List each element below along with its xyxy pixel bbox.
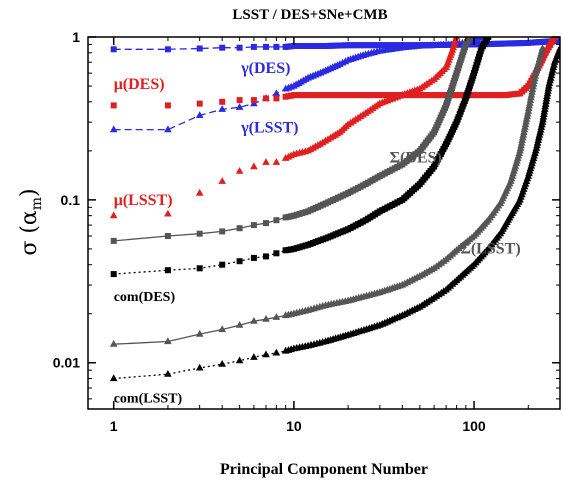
point-des bbox=[250, 222, 257, 229]
x-tick-label: 1 bbox=[110, 418, 118, 434]
point-comdes bbox=[263, 253, 269, 260]
x-axis-label: Principal Component Number bbox=[220, 461, 428, 478]
point-des bbox=[273, 217, 280, 224]
point-des bbox=[263, 43, 269, 50]
point-des bbox=[263, 95, 269, 102]
point-lsst bbox=[195, 188, 204, 196]
series-labels: γ(DES) μ(DES) γ(LSST) Σ(DES) μ(LSST) com(DES)… bbox=[114, 60, 521, 406]
point-des bbox=[273, 95, 280, 102]
point-des bbox=[236, 44, 243, 51]
point-lsst bbox=[235, 167, 244, 174]
point-comlsst bbox=[109, 374, 118, 382]
point-des bbox=[551, 37, 558, 40]
point-des bbox=[250, 97, 257, 104]
point-lsst bbox=[164, 125, 172, 133]
point-lsst bbox=[195, 111, 204, 118]
point-des bbox=[236, 97, 243, 104]
series-label-comdes: com(DES) bbox=[114, 290, 176, 305]
point-lsst bbox=[262, 158, 270, 165]
point-lsst bbox=[109, 125, 118, 133]
point-comlsst bbox=[262, 350, 270, 358]
plot-frame bbox=[87, 36, 561, 410]
point-lsst bbox=[218, 177, 226, 184]
point-des bbox=[110, 102, 117, 109]
point-lsst bbox=[164, 337, 172, 345]
point-lsst bbox=[272, 313, 281, 320]
series-label-comlsst: com(LSST) bbox=[114, 392, 183, 407]
point-comdes bbox=[250, 254, 257, 261]
point-des bbox=[196, 230, 203, 237]
y-tick-label: 0.01 bbox=[53, 355, 80, 371]
point-comlsst bbox=[250, 353, 258, 360]
point-lsst bbox=[250, 162, 258, 170]
point-comdes bbox=[196, 265, 203, 272]
point-lsst bbox=[109, 340, 118, 347]
x-tick-label: 100 bbox=[462, 418, 486, 434]
axis-ticks: 1 10 100 0.01 0.1 1 bbox=[53, 29, 561, 434]
series-label-des: Σ(DES) bbox=[390, 149, 442, 166]
point-lsst bbox=[164, 209, 172, 217]
series-label-lsst: γ(LSST) bbox=[240, 119, 298, 136]
point-lsst bbox=[218, 105, 226, 112]
point-comlsst bbox=[235, 356, 244, 364]
y-tick-label: 1 bbox=[72, 29, 80, 45]
point-des bbox=[219, 44, 226, 51]
point-lsst bbox=[250, 317, 258, 324]
point-comdes bbox=[110, 271, 117, 278]
chart-title: LSST / DES+SNe+CMB bbox=[232, 7, 387, 23]
point-des bbox=[196, 100, 203, 107]
point-lsst bbox=[235, 321, 244, 328]
point-des bbox=[467, 37, 473, 40]
point-lsst bbox=[272, 158, 281, 165]
series-label-des: γ(DES) bbox=[240, 60, 290, 77]
point-des bbox=[110, 46, 117, 53]
point-des bbox=[164, 102, 171, 109]
y-axis-label: σ (αm) bbox=[17, 188, 45, 255]
point-lsst bbox=[262, 315, 270, 322]
point-des bbox=[219, 228, 226, 235]
y-axis-label-sub: m bbox=[29, 197, 45, 210]
series-label-lsst: Σ(LSST) bbox=[460, 240, 520, 257]
point-des bbox=[164, 233, 171, 239]
point-des bbox=[196, 45, 203, 52]
point-comlsst bbox=[195, 363, 204, 371]
point-des bbox=[250, 43, 257, 50]
series-group bbox=[109, 37, 560, 382]
point-lsst bbox=[538, 44, 547, 52]
plot-area bbox=[109, 37, 560, 382]
y-tick-label: 0.1 bbox=[61, 192, 81, 208]
point-comdes bbox=[164, 267, 171, 274]
point-des bbox=[110, 237, 117, 244]
point-lsst bbox=[195, 329, 204, 337]
point-des bbox=[263, 220, 269, 227]
y-axis-label-close: ) bbox=[17, 188, 42, 197]
point-lsst bbox=[272, 89, 281, 97]
point-des bbox=[236, 225, 243, 232]
point-lsst bbox=[235, 103, 244, 110]
point-comlsst bbox=[218, 360, 226, 367]
point-lsst bbox=[109, 211, 118, 219]
point-comlsst bbox=[556, 44, 560, 52]
series-label-lsst: μ(LSST) bbox=[114, 192, 173, 209]
point-comlsst bbox=[164, 370, 172, 377]
point-comdes bbox=[485, 37, 492, 40]
point-comlsst bbox=[272, 348, 281, 356]
y-axis-label-main: σ (α bbox=[17, 210, 42, 256]
series-line-des bbox=[113, 37, 471, 242]
series-label-des: μ(DES) bbox=[114, 76, 165, 93]
point-lsst bbox=[218, 325, 226, 333]
point-comdes bbox=[236, 258, 243, 265]
point-comdes bbox=[219, 261, 226, 268]
point-comdes bbox=[273, 250, 280, 257]
point-des bbox=[219, 98, 226, 105]
point-des bbox=[557, 37, 560, 44]
point-des bbox=[164, 46, 171, 53]
x-tick-label: 10 bbox=[286, 418, 302, 434]
point-des bbox=[273, 43, 280, 50]
